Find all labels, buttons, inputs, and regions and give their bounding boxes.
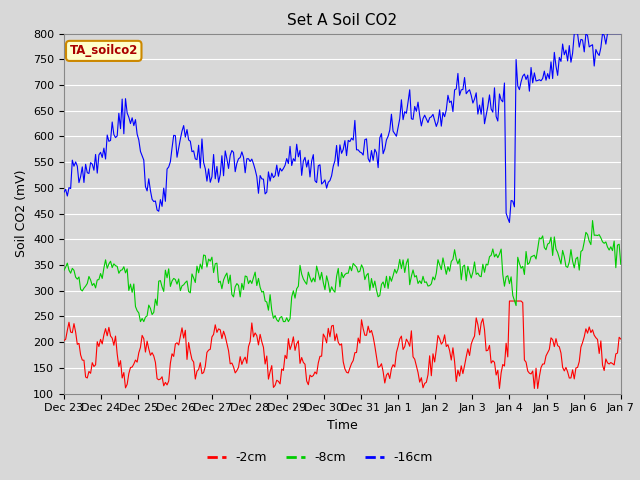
Legend: -2cm, -8cm, -16cm: -2cm, -8cm, -16cm [202, 446, 438, 469]
Y-axis label: Soil CO2 (mV): Soil CO2 (mV) [15, 170, 28, 257]
Title: Set A Soil CO2: Set A Soil CO2 [287, 13, 397, 28]
Text: TA_soilco2: TA_soilco2 [70, 44, 138, 58]
X-axis label: Time: Time [327, 419, 358, 432]
